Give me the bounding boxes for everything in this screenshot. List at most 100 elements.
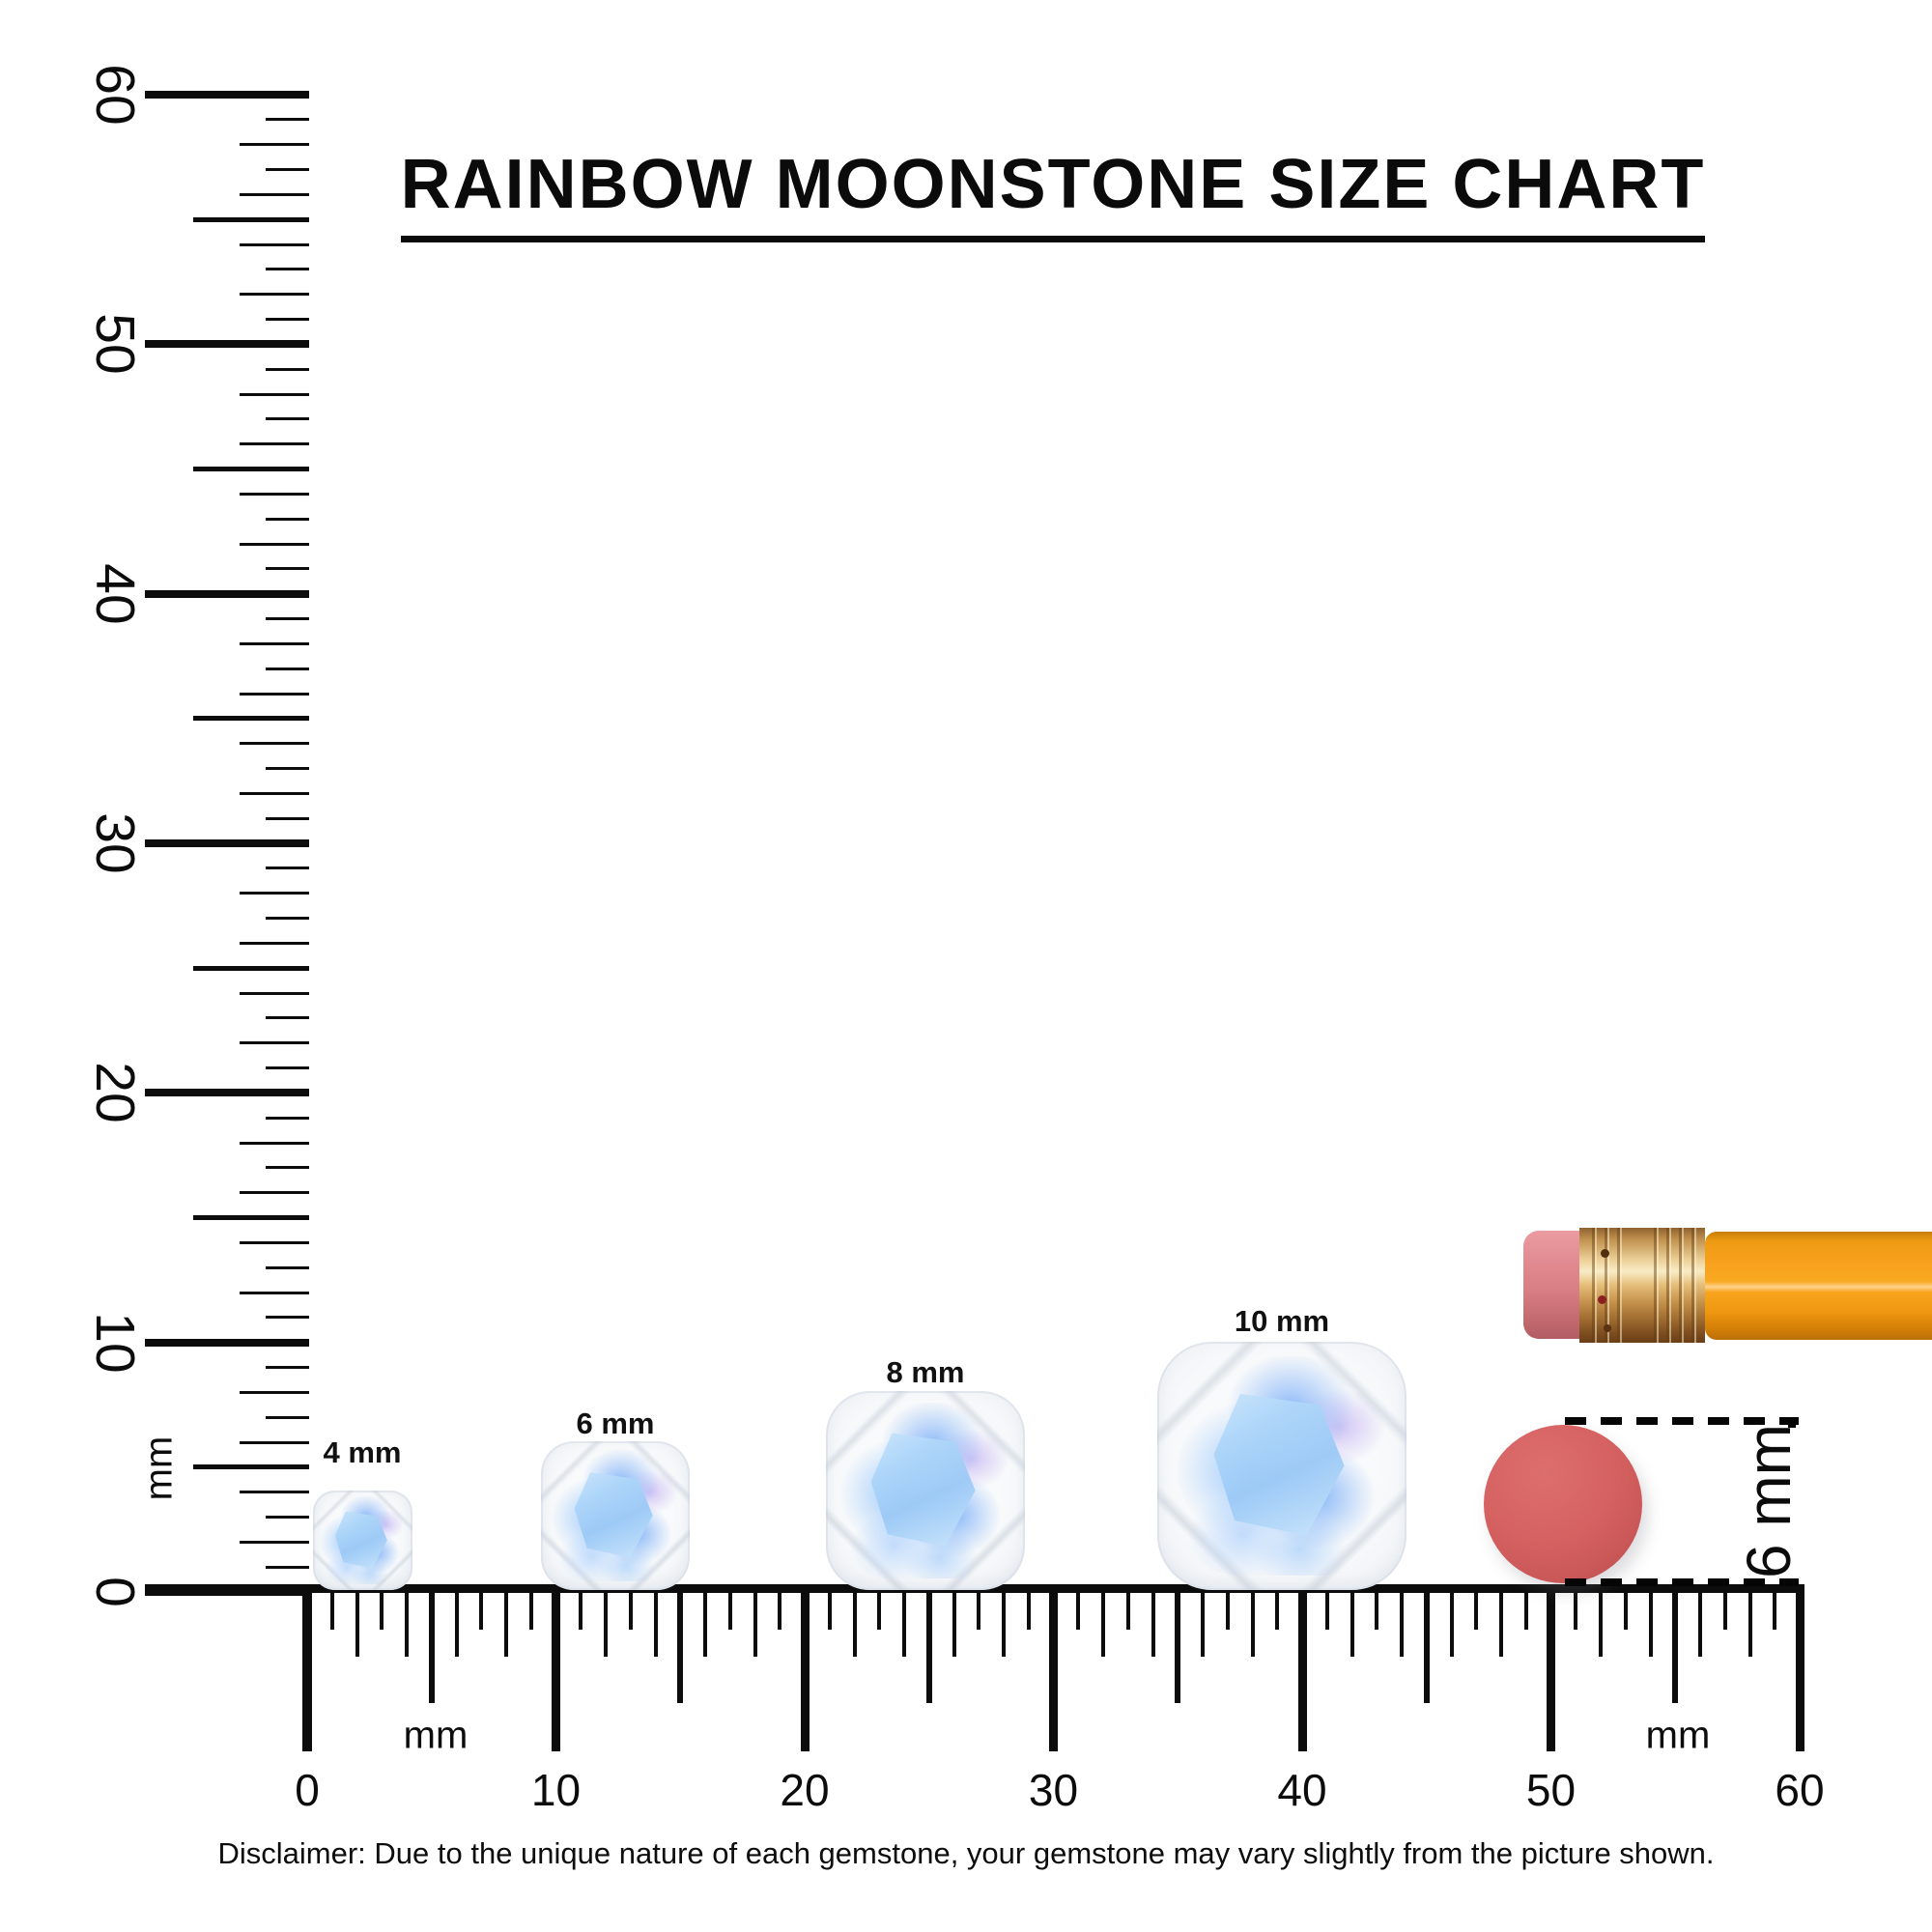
h-ruler-tick — [1002, 1592, 1006, 1657]
v-ruler-tick — [266, 168, 309, 171]
h-ruler-tick — [428, 1592, 435, 1703]
v-ruler-tick — [145, 91, 309, 99]
v-ruler-tick — [240, 791, 309, 795]
v-ruler-tick — [240, 492, 309, 496]
v-ruler-tick — [266, 667, 309, 670]
v-ruler-number: 60 — [84, 64, 146, 126]
v-ruler-tick — [240, 542, 309, 546]
h-ruler-tick — [727, 1592, 732, 1630]
h-ruler-tick — [579, 1592, 583, 1630]
pencil — [1523, 1228, 1932, 1344]
v-ruler-tick — [266, 517, 309, 521]
h-ruler-tick — [1350, 1592, 1354, 1657]
v-ruler-tick — [240, 1240, 309, 1244]
gem-size-label: 8 mm — [886, 1355, 965, 1389]
h-ruler-tick — [454, 1592, 459, 1657]
gem-size-label: 4 mm — [323, 1435, 402, 1469]
h-ruler-tick — [1499, 1592, 1503, 1657]
v-ruler-tick — [240, 192, 309, 196]
h-ruler-tick — [1297, 1592, 1307, 1751]
v-ruler-tick — [240, 1440, 309, 1444]
v-ruler-tick — [240, 991, 309, 995]
h-ruler-tick — [1722, 1592, 1727, 1630]
h-ruler-tick — [1773, 1592, 1777, 1630]
page-title: RAINBOW MOONSTONE SIZE CHART — [400, 145, 1706, 242]
h-ruler-tick — [925, 1592, 932, 1703]
h-ruler-tick — [827, 1592, 832, 1630]
h-ruler-tick — [852, 1592, 857, 1657]
v-ruler-tick — [145, 1338, 309, 1347]
v-ruler-tick — [266, 1516, 309, 1519]
h-ruler-tick — [628, 1592, 633, 1630]
v-ruler-tick — [266, 1265, 309, 1269]
v-ruler-tick — [240, 293, 309, 297]
h-ruler-tick — [1400, 1592, 1404, 1657]
h-ruler-tick — [778, 1592, 782, 1630]
h-ruler-tick — [653, 1592, 658, 1657]
h-ruler-tick — [753, 1592, 757, 1657]
v-ruler-number: 30 — [84, 812, 146, 874]
v-ruler-tick — [240, 143, 309, 147]
h-ruler-tick — [1574, 1592, 1578, 1630]
v-ruler-tick — [266, 1016, 309, 1020]
v-ruler-number: 20 — [84, 1062, 146, 1124]
h-ruler-tick — [1125, 1592, 1130, 1630]
measure-dash-top — [1565, 1417, 1799, 1425]
h-ruler-tick — [902, 1592, 906, 1657]
h-ruler-tick — [504, 1592, 508, 1657]
h-ruler-tick — [1623, 1592, 1628, 1630]
v-ruler-tick — [266, 767, 309, 770]
v-ruler-tick — [266, 1366, 309, 1369]
gem-size-label: 6 mm — [576, 1406, 655, 1440]
h-ruler-tick — [1076, 1592, 1081, 1630]
h-ruler-tick — [1026, 1592, 1031, 1630]
v-ruler-tick — [193, 216, 309, 222]
moonstone-gem-6mm — [540, 1440, 691, 1590]
h-ruler-tick — [1201, 1592, 1205, 1657]
v-ruler-tick — [193, 1215, 309, 1220]
disclaimer-text: Disclaimer: Due to the unique nature of … — [217, 1836, 1715, 1870]
v-ruler-tick — [266, 318, 309, 321]
v-ruler-tick — [266, 268, 309, 271]
v-ruler-tick — [240, 392, 309, 396]
v-ruler-tick — [266, 917, 309, 920]
h-ruler-tick — [355, 1592, 359, 1657]
h-ruler-tick — [1547, 1592, 1555, 1751]
h-ruler-tick — [1225, 1592, 1230, 1630]
v-ruler-number: 50 — [84, 313, 146, 376]
pencil-body — [1705, 1232, 1932, 1340]
h-ruler-unit-label: mm — [1645, 1714, 1711, 1757]
v-ruler-tick — [240, 442, 309, 446]
v-ruler-tick — [240, 1390, 309, 1394]
h-ruler-number: 60 — [1775, 1765, 1825, 1815]
v-ruler-tick — [240, 742, 309, 746]
pencil-eraser-tip — [1523, 1231, 1581, 1339]
v-ruler-tick — [145, 1089, 309, 1097]
h-ruler-tick — [604, 1592, 608, 1657]
v-ruler-tick — [240, 242, 309, 246]
h-ruler-tick — [800, 1592, 810, 1751]
v-ruler-tick — [193, 965, 309, 971]
h-ruler-tick — [1747, 1592, 1752, 1657]
h-ruler-tick — [1275, 1592, 1280, 1630]
h-ruler-tick — [1324, 1592, 1329, 1630]
ferrule-rivet — [1604, 1324, 1611, 1332]
v-ruler-tick — [240, 892, 309, 895]
v-ruler-tick — [266, 367, 309, 371]
v-ruler-tick — [240, 692, 309, 696]
v-ruler-tick — [193, 1464, 309, 1470]
v-ruler-tick — [240, 1041, 309, 1045]
v-ruler-tick — [266, 1316, 309, 1320]
h-ruler-tick — [552, 1592, 560, 1751]
v-ruler-tick — [266, 867, 309, 870]
title-block: RAINBOW MOONSTONE SIZE CHART — [390, 145, 1716, 242]
h-ruler-tick — [1101, 1592, 1105, 1657]
moonstone-gem-10mm — [1157, 1341, 1406, 1590]
v-ruler-tick — [240, 1540, 309, 1544]
v-ruler-tick — [266, 1166, 309, 1170]
v-ruler-tick — [240, 1191, 309, 1195]
ferrule-rivet — [1598, 1295, 1606, 1304]
v-ruler-number: 0 — [84, 1577, 146, 1607]
h-ruler-tick — [528, 1592, 533, 1630]
